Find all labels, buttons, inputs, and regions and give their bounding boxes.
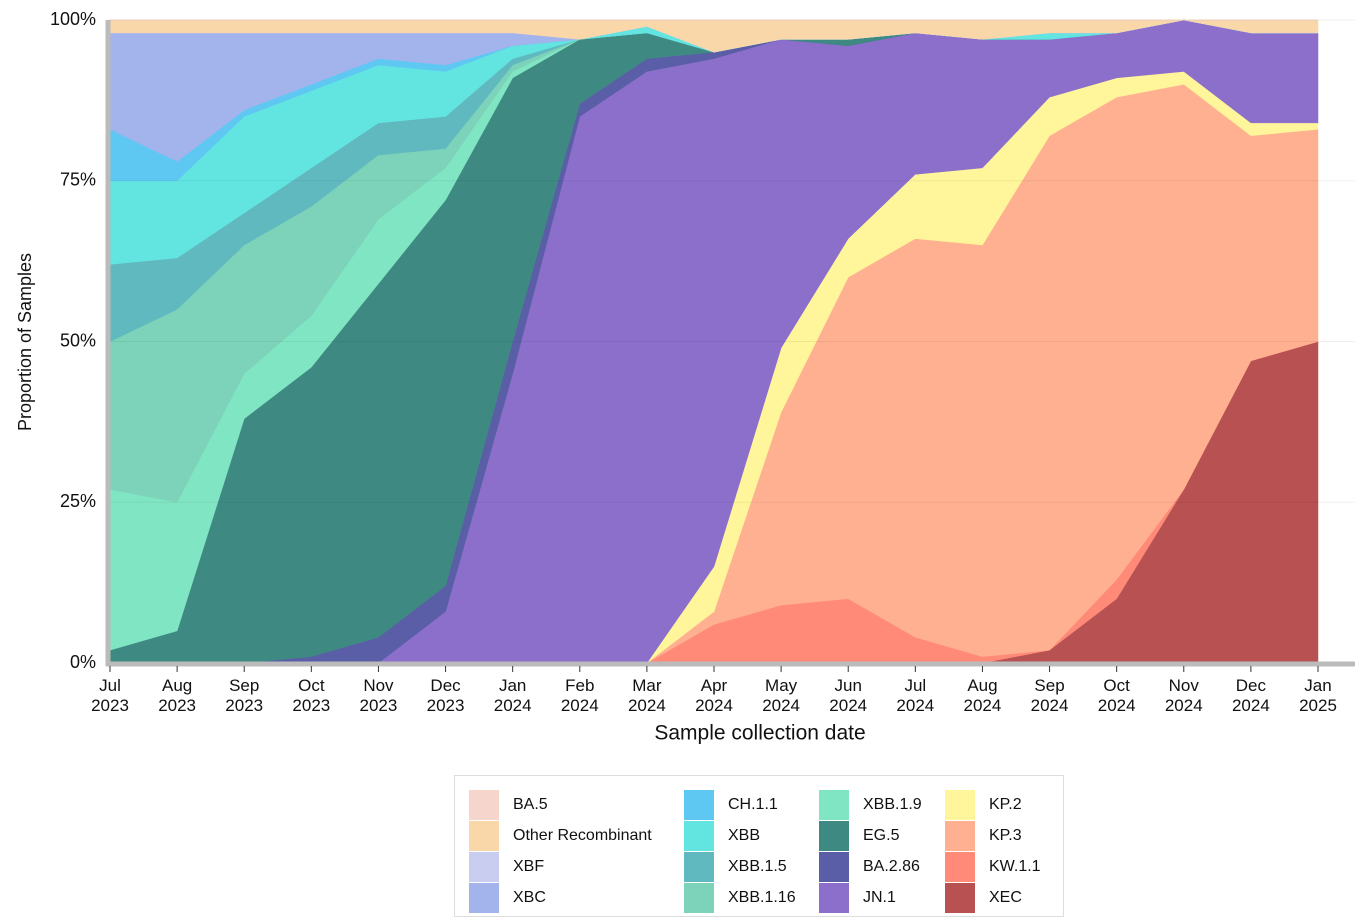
legend-item: BA.2.86 (819, 852, 920, 882)
legend-item: XBB.1.16 (684, 883, 796, 913)
legend-swatch (819, 883, 849, 913)
areas (109, 19, 1319, 664)
legend-swatch (684, 790, 714, 820)
x-axis-label: Sample collection date (654, 722, 865, 745)
legend-label: EG.5 (863, 827, 900, 844)
x-tick-label: Mar 2024 (627, 676, 666, 715)
legend-label: BA.5 (513, 796, 548, 813)
legend-swatch (819, 821, 849, 851)
legend-label: Other Recombinant (513, 827, 652, 844)
legend-label: XBC (513, 889, 546, 906)
y-tick-label: 75% (60, 170, 96, 190)
legend: BA.5 Other Recombinant XBF XBC CH.1.1 XBB XBB.… (454, 775, 1064, 917)
x-tick-label: Oct 2024 (1097, 676, 1136, 715)
x-tick-label: Aug 2023 (158, 676, 197, 715)
legend-label: XBB (728, 827, 761, 844)
y-tick-label: 25% (60, 491, 96, 511)
legend-item: KP.3 (945, 821, 1022, 851)
legend-swatch (819, 790, 849, 820)
legend-swatch (945, 790, 975, 820)
x-tick-label: Nov 2023 (359, 676, 398, 715)
legend-item: KW.1.1 (945, 852, 1041, 882)
legend-swatch (819, 852, 849, 882)
legend-swatch (469, 883, 499, 913)
legend-swatch (684, 883, 714, 913)
legend-label: XBB.1.16 (728, 889, 796, 906)
legend-item: KP.2 (945, 790, 1022, 820)
x-tick-label: Jun 2024 (829, 676, 868, 715)
y-tick-label: 100% (50, 9, 96, 29)
x-tick-label: Dec 2023 (426, 676, 465, 715)
legend-label: KW.1.1 (989, 858, 1041, 875)
legend-label: JN.1 (863, 889, 896, 906)
x-tick-label: Dec 2024 (1231, 676, 1270, 715)
legend-item: XBB.1.5 (684, 852, 787, 882)
legend-item: XBB.1.9 (819, 790, 922, 820)
legend-swatch (469, 852, 499, 882)
legend-item: JN.1 (819, 883, 896, 913)
x-tick-label: Feb 2024 (560, 676, 599, 715)
x-tick-label: Jan 2025 (1299, 676, 1337, 715)
y-tick-label: 50% (60, 330, 96, 350)
x-tick-label: Sep 2023 (225, 676, 264, 715)
legend-swatch (684, 852, 714, 882)
legend-swatch (945, 852, 975, 882)
y-axis-label: Proportion of Samples (15, 253, 35, 431)
legend-swatch (684, 821, 714, 851)
legend-item: Other Recombinant (469, 821, 652, 851)
legend-label: XBB.1.5 (728, 858, 787, 875)
x-tick-label: Jan 2024 (493, 676, 532, 715)
x-tick-label: Sep 2024 (1030, 676, 1069, 715)
x-tick-label: Aug 2024 (963, 676, 1002, 715)
legend-item: CH.1.1 (684, 790, 778, 820)
legend-label: XEC (989, 889, 1022, 906)
x-tick-label: Oct 2023 (292, 676, 331, 715)
x-tick-label: May 2024 (762, 676, 801, 715)
y-tick-label: 0% (70, 652, 96, 672)
legend-label: XBB.1.9 (863, 796, 922, 813)
legend-item: BA.5 (469, 790, 548, 820)
legend-swatch (945, 821, 975, 851)
legend-swatch (945, 883, 975, 913)
legend-item: XBF (469, 852, 544, 882)
x-tick-label: Apr 2024 (695, 676, 733, 715)
legend-item: EG.5 (819, 821, 899, 851)
x-tick-label: Jul 2024 (896, 676, 935, 715)
legend-item: XBB (684, 821, 760, 851)
legend-item: XEC (945, 883, 1022, 913)
legend-label: KP.3 (989, 827, 1022, 844)
legend-label: KP.2 (989, 796, 1022, 813)
legend-label: BA.2.86 (863, 858, 920, 875)
legend-item: XBC (469, 883, 546, 913)
legend-label: CH.1.1 (728, 796, 778, 813)
legend-label: XBF (513, 858, 545, 875)
x-tick-label: Nov 2024 (1164, 676, 1203, 715)
x-tick-label: Jul 2023 (91, 676, 129, 715)
legend-swatch (469, 821, 499, 851)
legend-swatch (469, 790, 499, 820)
